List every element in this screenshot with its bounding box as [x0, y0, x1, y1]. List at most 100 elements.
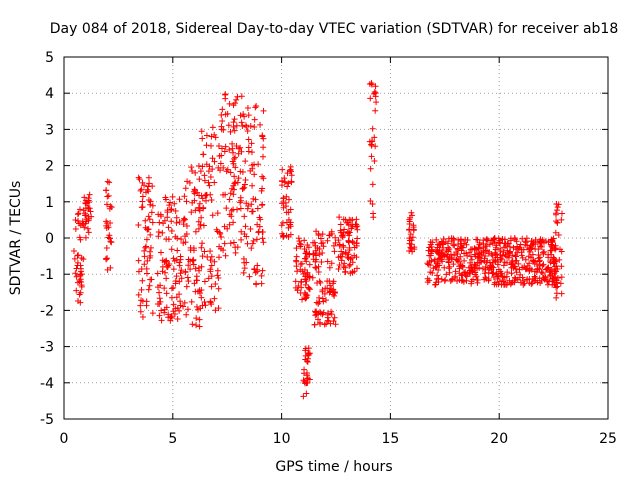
data-point — [542, 274, 549, 281]
data-point — [534, 279, 541, 286]
data-point — [285, 224, 292, 231]
data-point — [230, 149, 237, 156]
data-point — [462, 272, 469, 279]
data-point — [146, 216, 153, 223]
data-point — [196, 290, 203, 297]
data-point — [177, 298, 184, 305]
data-point — [247, 122, 254, 129]
data-point — [508, 259, 515, 266]
data-point — [165, 262, 172, 269]
data-point — [309, 274, 316, 281]
data-point — [325, 311, 332, 318]
data-point — [346, 262, 353, 269]
data-point — [201, 299, 208, 306]
data-point — [200, 222, 207, 229]
data-point — [245, 148, 252, 155]
data-point — [537, 243, 544, 250]
data-point — [211, 131, 218, 138]
data-point — [519, 274, 526, 281]
data-point — [241, 184, 248, 191]
data-point — [514, 249, 521, 256]
data-point — [477, 258, 484, 265]
data-point — [147, 244, 154, 251]
data-point — [141, 247, 148, 254]
data-point — [145, 197, 152, 204]
data-point — [135, 221, 142, 228]
data-point — [493, 270, 500, 277]
data-point — [85, 229, 92, 236]
data-point — [485, 269, 492, 276]
data-point — [519, 254, 526, 261]
data-point — [168, 314, 175, 321]
data-point — [426, 277, 433, 284]
data-point — [306, 261, 313, 268]
data-point — [461, 257, 468, 264]
data-point — [165, 224, 172, 231]
data-point — [199, 253, 206, 260]
data-point — [139, 314, 146, 321]
data-point — [197, 168, 204, 175]
data-point — [554, 283, 561, 290]
data-point — [313, 299, 320, 306]
data-point — [221, 240, 228, 247]
data-point — [521, 263, 528, 270]
data-point — [372, 107, 379, 114]
data-point — [241, 181, 248, 188]
data-point — [195, 225, 202, 232]
data-point — [373, 99, 380, 106]
data-point — [215, 285, 222, 292]
data-point — [181, 216, 188, 223]
data-point — [310, 256, 317, 263]
data-point — [171, 257, 178, 264]
data-point — [252, 269, 259, 276]
data-point — [169, 193, 176, 200]
data-point — [144, 257, 151, 264]
data-point — [185, 256, 192, 263]
data-point — [233, 96, 240, 103]
data-point — [226, 146, 233, 153]
data-point — [205, 179, 212, 186]
data-point — [189, 168, 196, 175]
data-point — [474, 276, 481, 283]
data-point — [345, 228, 352, 235]
data-point — [369, 137, 376, 144]
data-point — [450, 241, 457, 248]
data-point — [372, 90, 379, 97]
data-point — [319, 249, 326, 256]
chart-title: Day 084 of 2018, Sidereal Day-to-day VTE… — [50, 21, 619, 37]
data-point — [148, 209, 155, 216]
data-point — [208, 301, 215, 308]
data-point — [201, 177, 208, 184]
data-point — [166, 202, 173, 209]
data-point — [297, 243, 304, 250]
data-point — [242, 223, 249, 230]
data-point — [457, 240, 464, 247]
data-point — [482, 253, 489, 260]
data-point — [331, 248, 338, 255]
data-point — [141, 253, 148, 260]
data-point — [312, 308, 319, 315]
data-point — [238, 119, 245, 126]
data-point — [406, 216, 413, 223]
data-point — [260, 144, 267, 151]
data-point — [260, 153, 267, 160]
data-point — [281, 175, 288, 182]
data-point — [368, 153, 375, 160]
data-point — [553, 218, 560, 225]
data-point — [105, 234, 112, 241]
data-point — [497, 248, 504, 255]
data-point — [558, 210, 565, 217]
data-point — [504, 269, 511, 276]
data-point — [78, 283, 85, 290]
data-point — [328, 308, 335, 315]
data-point — [192, 207, 199, 214]
data-point — [406, 240, 413, 247]
data-point — [425, 247, 432, 254]
data-point — [302, 281, 309, 288]
data-point — [70, 248, 77, 255]
data-point — [344, 254, 351, 261]
data-point — [305, 375, 312, 382]
data-point — [499, 252, 506, 259]
data-point — [173, 273, 180, 280]
